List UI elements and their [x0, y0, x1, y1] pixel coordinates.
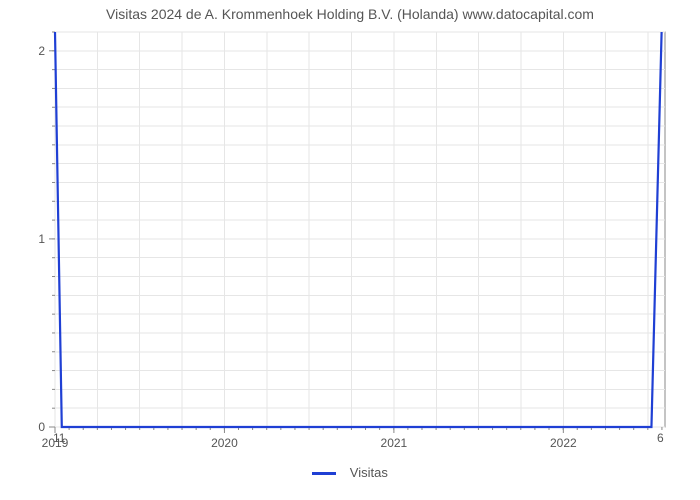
- svg-text:2020: 2020: [211, 436, 238, 450]
- legend: Visitas: [0, 465, 700, 480]
- secondary-left-label: 11: [53, 431, 65, 445]
- svg-text:1: 1: [38, 232, 45, 246]
- svg-text:0: 0: [38, 420, 45, 434]
- legend-swatch: [312, 472, 336, 475]
- svg-text:2022: 2022: [550, 436, 577, 450]
- secondary-right-label: 6: [657, 431, 664, 445]
- chart-container: Visitas 2024 de A. Krommenhoek Holding B…: [0, 0, 700, 500]
- svg-text:2021: 2021: [381, 436, 408, 450]
- legend-label: Visitas: [350, 465, 388, 480]
- chart-svg: 0122019202020212022: [0, 0, 700, 500]
- svg-text:2: 2: [38, 44, 45, 58]
